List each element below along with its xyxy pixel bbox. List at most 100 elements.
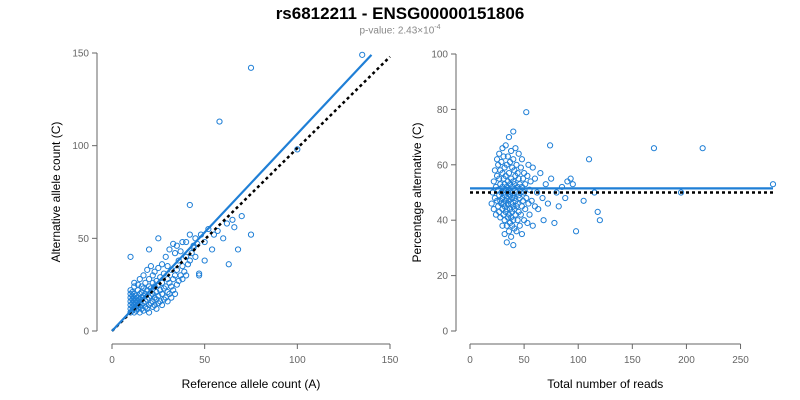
data-point — [127, 253, 134, 260]
x-tick-label: 100 — [570, 355, 587, 366]
data-point — [525, 200, 532, 207]
data-point — [147, 263, 155, 270]
data-point — [179, 238, 186, 246]
data-point — [510, 203, 517, 210]
data-point — [572, 228, 580, 235]
data-point — [144, 266, 151, 273]
data-point — [513, 161, 520, 168]
data-point — [151, 294, 158, 301]
data-point — [526, 186, 533, 193]
data-point — [129, 288, 136, 296]
data-point — [515, 175, 522, 182]
data-point — [155, 300, 162, 307]
data-point — [247, 231, 255, 238]
data-point — [127, 301, 134, 309]
data-point — [514, 170, 521, 177]
data-point — [499, 222, 506, 229]
data-point — [162, 253, 169, 260]
data-point — [155, 292, 162, 299]
data-point — [181, 268, 188, 275]
data-point — [542, 181, 549, 188]
data-point — [138, 283, 145, 290]
data-point — [164, 288, 171, 296]
data-point — [140, 285, 147, 292]
data-point — [183, 238, 190, 246]
data-point — [153, 288, 160, 296]
x-tick-label: 150 — [624, 355, 641, 366]
data-point — [531, 175, 539, 182]
data-point — [501, 217, 508, 224]
data-point — [151, 301, 158, 309]
data-point — [510, 242, 517, 249]
data-point — [504, 153, 511, 160]
p-value-exponent: -4 — [434, 24, 441, 31]
data-point — [142, 279, 149, 286]
data-point — [498, 158, 505, 166]
data-point — [223, 220, 231, 227]
data-point — [208, 246, 216, 253]
data-point — [525, 161, 532, 168]
data-point — [231, 224, 238, 231]
data-point — [558, 183, 566, 191]
data-point — [488, 200, 495, 207]
data-point — [502, 142, 509, 149]
data-point — [495, 161, 502, 168]
data-point — [129, 296, 136, 303]
y-tick-label: 100 — [431, 50, 448, 61]
data-point — [140, 272, 147, 279]
data-point — [523, 109, 530, 116]
data-point — [131, 294, 138, 301]
data-point — [519, 197, 527, 204]
data-point — [515, 150, 522, 157]
data-point — [508, 147, 515, 155]
data-point — [585, 156, 593, 163]
data-point — [164, 263, 171, 270]
data-point — [580, 197, 587, 204]
data-point — [171, 290, 179, 298]
data-point — [153, 296, 160, 303]
data-point — [506, 158, 514, 166]
data-point — [220, 235, 227, 242]
data-point — [518, 230, 526, 238]
data-point — [229, 216, 236, 223]
data-point — [294, 146, 301, 153]
data-point — [490, 178, 497, 185]
data-point — [562, 194, 569, 202]
data-point — [529, 164, 536, 171]
data-point — [514, 200, 521, 207]
data-point — [155, 235, 162, 242]
data-point — [179, 276, 186, 283]
data-point — [491, 167, 498, 174]
fit-line — [111, 54, 373, 332]
data-point — [523, 194, 530, 202]
data-point — [166, 246, 173, 253]
data-point — [503, 239, 510, 246]
data-point — [129, 292, 136, 299]
data-point — [544, 200, 552, 207]
data-point — [144, 305, 151, 312]
data-point — [501, 230, 508, 238]
data-point — [186, 231, 193, 238]
data-point — [553, 189, 560, 196]
x-axis-label: Total number of reads — [547, 377, 663, 391]
reference-line — [111, 55, 391, 332]
y-tick-label: 50 — [78, 234, 90, 245]
y-tick-label: 150 — [72, 49, 89, 60]
data-point — [499, 145, 506, 152]
data-point — [201, 257, 208, 264]
data-point — [510, 128, 517, 135]
data-point — [158, 290, 166, 298]
x-tick-label: 250 — [732, 355, 749, 366]
data-point — [503, 206, 510, 213]
x-tick-label: 50 — [199, 355, 211, 366]
data-point — [225, 261, 232, 268]
data-point — [650, 145, 658, 152]
data-point — [519, 175, 527, 182]
data-point — [151, 268, 158, 275]
data-point — [214, 227, 221, 235]
data-point — [677, 189, 685, 196]
data-point — [490, 206, 497, 213]
y-axis-label: Alternative allele count (C) — [49, 122, 63, 263]
data-point — [168, 294, 175, 301]
data-point — [528, 197, 535, 204]
